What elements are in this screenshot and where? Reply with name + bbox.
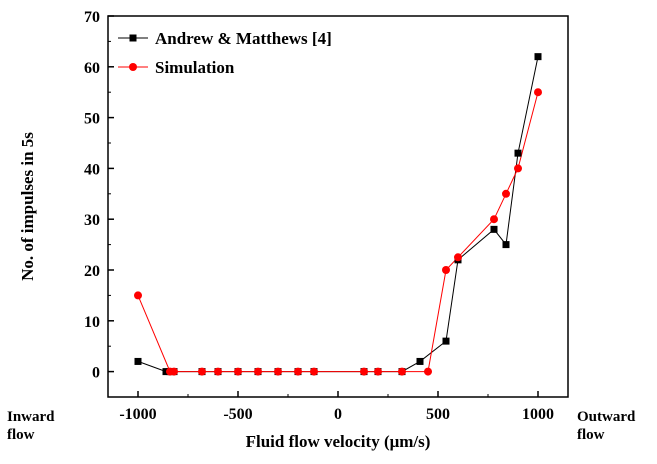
data-point-simulation bbox=[424, 367, 432, 376]
x-tick-label: -1000 bbox=[119, 406, 156, 423]
x-tick-label: -500 bbox=[223, 406, 252, 423]
data-point-simulation bbox=[274, 367, 282, 376]
data-point-simulation bbox=[254, 367, 262, 376]
y-tick-label: 10 bbox=[84, 314, 100, 331]
y-tick-label: 30 bbox=[84, 212, 100, 229]
y-tick-label: 60 bbox=[84, 60, 100, 77]
data-point-andrew bbox=[534, 53, 542, 61]
x-axis-ticks: -1000 -500 0 500 1000 bbox=[119, 391, 554, 423]
legend-marker-simulation bbox=[129, 63, 137, 71]
data-point-simulation bbox=[490, 215, 498, 224]
data-point-simulation bbox=[294, 367, 302, 376]
data-point-andrew bbox=[502, 241, 510, 249]
series-line-0 bbox=[137, 56, 539, 373]
series-lines bbox=[137, 56, 539, 373]
outward-flow-label-line1: Outward bbox=[577, 409, 636, 425]
data-point-simulation bbox=[374, 367, 382, 376]
legend-marker-andrew bbox=[129, 34, 137, 42]
x-axis-title: Fluid flow velocity (μm/s) bbox=[246, 432, 431, 451]
y-tick-label: 20 bbox=[84, 263, 100, 280]
data-point-andrew bbox=[514, 149, 522, 157]
data-point-simulation bbox=[214, 367, 222, 376]
inward-flow-label-line2: flow bbox=[7, 427, 35, 443]
y-tick-label: 40 bbox=[84, 161, 100, 178]
legend-label-simulation: Simulation bbox=[155, 58, 235, 77]
data-point-simulation bbox=[514, 164, 522, 173]
data-point-simulation bbox=[398, 367, 406, 376]
y-tick-label: 70 bbox=[84, 9, 100, 26]
data-point-simulation bbox=[534, 88, 542, 97]
inward-flow-label-line1: Inward bbox=[7, 409, 55, 425]
data-point-simulation bbox=[360, 367, 368, 376]
x-tick-label: 500 bbox=[426, 406, 450, 423]
data-point-simulation bbox=[134, 291, 142, 300]
data-point-simulation bbox=[310, 367, 318, 376]
x-tick-label: 1000 bbox=[522, 406, 554, 423]
y-tick-label: 0 bbox=[92, 365, 100, 382]
legend: Andrew & Matthews [4] Simulation bbox=[118, 29, 332, 77]
series-markers bbox=[134, 53, 542, 376]
data-point-simulation bbox=[442, 266, 450, 274]
data-point-simulation bbox=[502, 189, 510, 198]
series-line-1 bbox=[137, 92, 539, 373]
data-point-andrew bbox=[416, 357, 424, 365]
x-tick-label: 0 bbox=[334, 406, 342, 423]
legend-label-andrew: Andrew & Matthews [4] bbox=[155, 29, 332, 48]
data-point-andrew bbox=[134, 357, 142, 365]
data-point-simulation bbox=[454, 253, 462, 262]
y-tick-label: 50 bbox=[84, 111, 100, 128]
y-axis-title: No. of impulses in 5s bbox=[18, 132, 37, 281]
data-point-simulation bbox=[198, 367, 206, 376]
y-axis-ticks: 0 10 20 30 40 50 60 70 bbox=[84, 9, 114, 382]
data-point-andrew bbox=[490, 225, 498, 233]
data-point-simulation bbox=[234, 367, 242, 376]
outward-flow-label-line2: flow bbox=[577, 427, 605, 443]
data-point-andrew bbox=[442, 337, 450, 345]
data-point-simulation bbox=[170, 367, 178, 376]
